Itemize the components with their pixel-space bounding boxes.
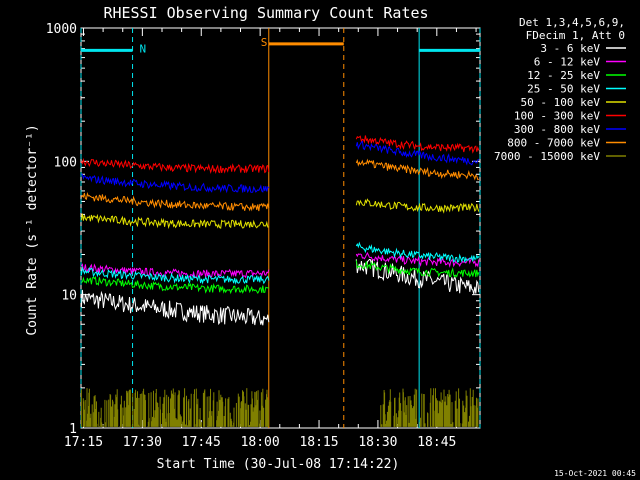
series-trace-100-300kev <box>80 157 270 175</box>
x-tick-label: 18:00 <box>241 435 280 450</box>
series-trace-7000-15000-kev <box>380 388 479 427</box>
plot-frame <box>80 27 481 429</box>
chart-marks: 17:15 17:30 17:45 18:00 18:15 18:30 18:45 1 10 10… <box>46 22 626 450</box>
series-trace-50-100kev-post <box>355 198 480 214</box>
legend-entry-label: 6 - 12 keV <box>534 56 601 69</box>
generated-timestamp: 15-Oct-2021 00:45 <box>554 469 636 478</box>
series-trace-300-800kev <box>81 173 270 194</box>
series-trace-100-300kev-post <box>355 135 480 154</box>
legend-entry-label: 7000 - 15000 keV <box>494 150 600 163</box>
series-trace-7000-15000-kev <box>80 388 269 427</box>
legend-entry-label: 3 - 6 keV <box>540 42 600 55</box>
y-axis-label: Count Rate (s⁻¹ detector⁻¹) <box>25 124 40 335</box>
chart-title: RHESSI Observing Summary Count Rates <box>103 4 428 22</box>
y-tick-label: 10 <box>61 289 77 304</box>
series-trace-50-100kev <box>80 213 269 230</box>
series-trace-25-50kev-post <box>355 241 480 264</box>
series-trace-6-12kev-post <box>355 251 480 268</box>
series-trace-12-25kev <box>81 275 270 295</box>
x-tick-label: 18:15 <box>299 435 338 450</box>
series-trace-800-7000kev <box>80 192 270 212</box>
legend-entry-label: 100 - 300 keV <box>514 110 600 123</box>
interval-label: S <box>261 36 268 49</box>
legend-entry-label: 50 - 100 keV <box>521 96 601 109</box>
legend-entry-label: 300 - 800 keV <box>514 123 600 136</box>
x-tick-label: 17:45 <box>182 435 221 450</box>
series-trace-3-6kev <box>80 289 270 326</box>
x-tick-label: 18:30 <box>358 435 397 450</box>
interval-label: N <box>140 42 147 55</box>
y-tick-label: 1 <box>69 422 77 437</box>
y-tick-label: 100 <box>54 155 77 170</box>
legend-header-line-2: FDecim 1, Att 0 <box>526 29 625 42</box>
series-trace-300-800kev-post <box>355 140 480 166</box>
legend-header-line-1: Det 1,3,4,5,6,9, <box>519 16 625 29</box>
series-trace-800-7000kev-post <box>355 158 479 181</box>
x-tick-label: 17:30 <box>123 435 162 450</box>
legend-entry-label: 25 - 50 keV <box>527 83 600 96</box>
series-trace-6-12kev <box>80 263 270 279</box>
legend-entry-label: 12 - 25 keV <box>527 69 600 82</box>
series-trace-25-50kev <box>80 266 270 285</box>
series-trace-3-6kev-post <box>355 258 480 295</box>
x-tick-label: 18:45 <box>417 435 456 450</box>
legend-entry-label: 800 - 7000 keV <box>507 137 600 150</box>
x-axis-label: Start Time (30-Jul-08 17:14:22) <box>157 457 400 472</box>
series-trace-12-25kev-post <box>355 260 480 278</box>
y-tick-label: 1000 <box>46 22 77 37</box>
x-tick-label: 17:15 <box>64 435 103 450</box>
